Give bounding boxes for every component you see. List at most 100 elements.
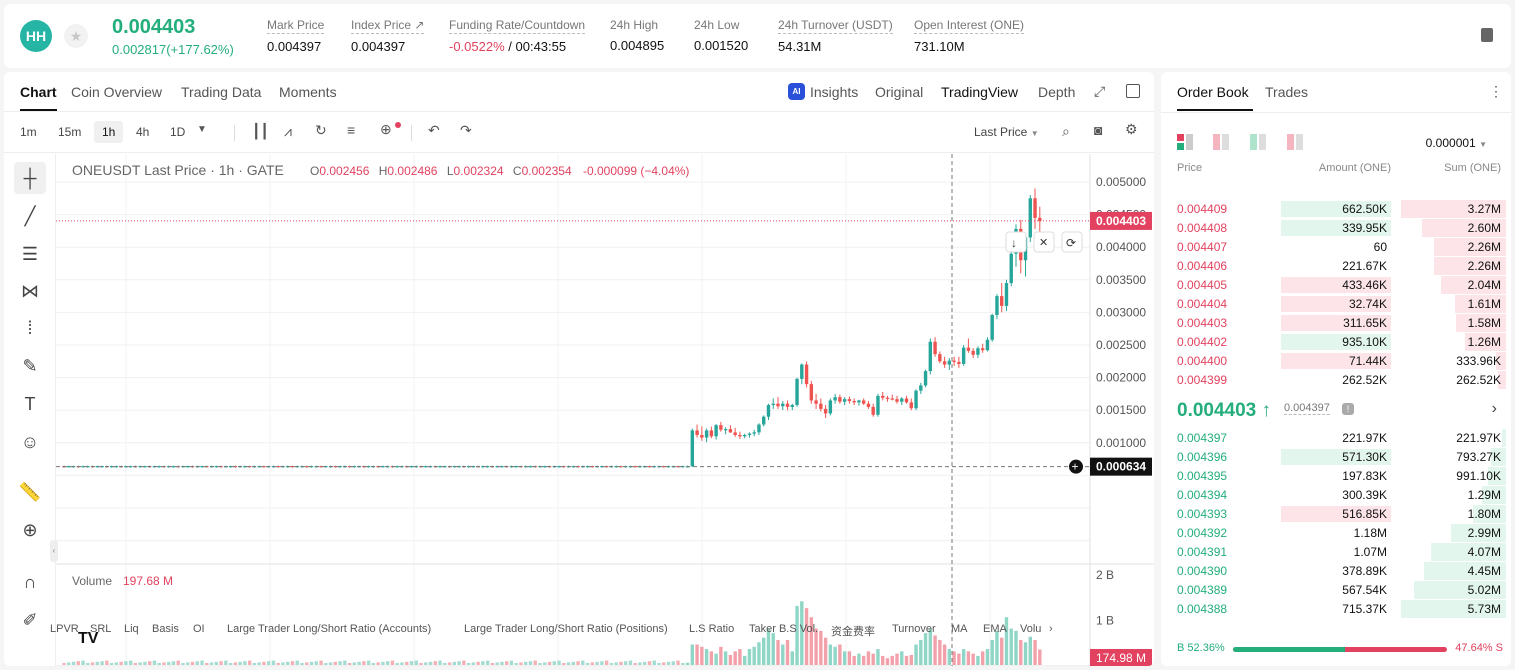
- indicator-large-trader-accounts[interactable]: Large Trader Long/Short Ratio (Accounts): [227, 623, 432, 635]
- indicator-ma[interactable]: MA: [951, 623, 968, 635]
- tab-trades[interactable]: Trades: [1265, 84, 1309, 100]
- favorite-star-icon[interactable]: ★: [64, 24, 88, 48]
- indicator-funding-rate[interactable]: 资金费率: [831, 626, 875, 638]
- indicators-icon[interactable]: ⩘: [284, 123, 292, 139]
- ask-row[interactable]: 0.004409 662.50K 3.27M: [1161, 200, 1511, 218]
- volume-bar: [471, 662, 476, 665]
- ruler-icon[interactable]: 📏: [18, 481, 42, 502]
- indicator-large-trader-positions[interactable]: Large Trader Long/Short Ratio (Positions…: [464, 623, 668, 635]
- window-icon[interactable]: [1126, 84, 1140, 98]
- candle: [785, 403, 790, 407]
- templates-icon[interactable]: ≡: [347, 122, 356, 138]
- brush-icon[interactable]: ✎: [22, 355, 38, 376]
- indicator-volume[interactable]: Volu: [1020, 623, 1042, 635]
- collapse-toolbar-icon[interactable]: ‹: [50, 540, 58, 562]
- stat-index-price[interactable]: Index Price ↗ 0.004397: [351, 18, 425, 54]
- refresh-icon: ⟳: [1066, 236, 1076, 250]
- precision-select[interactable]: 0.000001 ▼: [1426, 136, 1487, 150]
- crosshair-icon[interactable]: ┼: [14, 162, 46, 194]
- timeframe-1d[interactable]: 1D: [170, 125, 186, 139]
- undo-icon[interactable]: ↶: [428, 122, 440, 138]
- candle-type-icon[interactable]: ┃┃: [252, 123, 269, 139]
- zoom-in-icon[interactable]: ⊕: [22, 519, 38, 540]
- tab-chart[interactable]: Chart: [20, 84, 57, 111]
- stat-open-interest[interactable]: Open Interest (ONE) 731.10M: [914, 18, 1025, 54]
- bid-row[interactable]: 0.004390 378.89K 4.45M: [1161, 562, 1511, 580]
- timeframe-1m[interactable]: 1m: [20, 125, 37, 139]
- tab-trading-data[interactable]: Trading Data: [181, 84, 262, 100]
- stat-funding-rate[interactable]: Funding Rate/Countdown -0.0522% / 00:43:…: [449, 18, 586, 54]
- stat-24h-turnover[interactable]: 24h Turnover (USDT) 54.31M: [778, 18, 893, 54]
- ask-row[interactable]: 0.004399 262.52K 262.52K: [1161, 371, 1511, 389]
- price-chart[interactable]: 0.0050000.0045000.0040000.0035000.003000…: [56, 154, 1154, 666]
- ask-row[interactable]: 0.004405 433.46K 2.04M: [1161, 276, 1511, 294]
- indicator-lpvr[interactable]: LPVR: [50, 623, 79, 635]
- mid-mark-price[interactable]: 0.004397: [1284, 402, 1330, 415]
- tab-order-book[interactable]: Order Book: [1177, 84, 1249, 100]
- indicator-ema[interactable]: EMA: [983, 623, 1007, 635]
- chevron-right-icon[interactable]: ›: [1049, 623, 1053, 635]
- indicator-oi[interactable]: OI: [193, 623, 205, 635]
- view-tradingview[interactable]: TradingView: [941, 84, 1019, 100]
- tab-moments[interactable]: Moments: [279, 84, 337, 100]
- redo-icon[interactable]: ↷: [460, 122, 472, 138]
- ask-row[interactable]: 0.004400 71.44K 333.96K: [1161, 352, 1511, 370]
- ask-row[interactable]: 0.004407 60 2.26M: [1161, 238, 1511, 256]
- indicator-liq[interactable]: Liq: [124, 623, 139, 635]
- volume-bar: [961, 649, 966, 665]
- view-insights[interactable]: Insights: [810, 84, 859, 100]
- ask-row[interactable]: 0.004408 339.95K 2.60M: [1161, 219, 1511, 237]
- view-depth[interactable]: Depth: [1038, 84, 1076, 100]
- volume-bar: [666, 661, 671, 665]
- chevron-right-icon[interactable]: ›: [1491, 400, 1497, 417]
- view-asks-icon[interactable]: [1213, 134, 1229, 150]
- emoji-icon[interactable]: ☺: [20, 431, 40, 452]
- magnet-icon[interactable]: ∩: [23, 571, 37, 592]
- ask-row[interactable]: 0.004402 935.10K 1.26M: [1161, 333, 1511, 351]
- replay-icon[interactable]: ↻: [315, 122, 327, 138]
- timeframe-dropdown-icon[interactable]: ▼: [197, 124, 207, 135]
- expand-icon[interactable]: ⤢: [1094, 83, 1106, 99]
- price-type-select[interactable]: Last Price ▼: [974, 125, 1039, 139]
- view-mixed-icon[interactable]: [1287, 134, 1303, 150]
- trendline-icon[interactable]: ╱: [24, 205, 36, 226]
- stat-mark-price[interactable]: Mark Price 0.004397: [267, 18, 325, 54]
- bid-row[interactable]: 0.004397 221.97K 221.97K: [1161, 429, 1511, 447]
- pattern-icon[interactable]: ⋈: [21, 280, 39, 301]
- add-alert-icon[interactable]: ⊕: [380, 121, 392, 137]
- view-both-icon[interactable]: [1177, 134, 1193, 150]
- indicator-srl[interactable]: SRL: [90, 623, 112, 635]
- bid-row[interactable]: 0.004388 715.37K 5.73M: [1161, 600, 1511, 618]
- indicator-turnover[interactable]: Turnover: [892, 623, 936, 635]
- more-icon[interactable]: ⋮: [1489, 83, 1503, 99]
- horizontal-lines-icon[interactable]: ☰: [21, 243, 39, 264]
- timeframe-1h[interactable]: 1h: [94, 121, 124, 143]
- ask-row[interactable]: 0.004404 32.74K 1.61M: [1161, 295, 1511, 313]
- indicator-ls-ratio[interactable]: L.S Ratio: [689, 623, 735, 635]
- timeframe-4h[interactable]: 4h: [136, 125, 150, 139]
- timeframe-15m[interactable]: 15m: [58, 125, 82, 139]
- text-icon[interactable]: T: [24, 393, 36, 414]
- bid-row[interactable]: 0.004392 1.18M 2.99M: [1161, 524, 1511, 542]
- book-icon[interactable]: [1481, 28, 1493, 42]
- indicator-basis[interactable]: Basis: [152, 623, 179, 635]
- search-icon[interactable]: ⌕: [1062, 123, 1070, 139]
- tab-coin-overview[interactable]: Coin Overview: [71, 84, 163, 100]
- settings-icon[interactable]: ⚙: [1125, 121, 1138, 137]
- lock-drawing-icon[interactable]: ✐: [22, 609, 38, 630]
- fib-icon[interactable]: ⁞: [27, 317, 33, 338]
- indicator-taker-vol[interactable]: Taker B.S Vol.: [749, 623, 819, 635]
- bid-row[interactable]: 0.004389 567.54K 5.02M: [1161, 581, 1511, 599]
- view-original[interactable]: Original: [875, 84, 924, 100]
- view-bids-icon[interactable]: [1250, 134, 1266, 150]
- ask-row[interactable]: 0.004406 221.67K 2.26M: [1161, 257, 1511, 275]
- bid-row[interactable]: 0.004395 197.83K 991.10K: [1161, 467, 1511, 485]
- ask-row[interactable]: 0.004403 311.65K 1.58M: [1161, 314, 1511, 332]
- camera-icon[interactable]: ◙: [1094, 122, 1103, 138]
- volume-bar: [771, 633, 775, 665]
- bid-row[interactable]: 0.004394 300.39K 1.29M: [1161, 486, 1511, 504]
- bid-row[interactable]: 0.004393 516.85K 1.80M: [1161, 505, 1511, 523]
- bid-row[interactable]: 0.004391 1.07M 4.07M: [1161, 543, 1511, 561]
- bid-row[interactable]: 0.004396 571.30K 793.27K: [1161, 448, 1511, 466]
- volume-bar: [966, 651, 971, 665]
